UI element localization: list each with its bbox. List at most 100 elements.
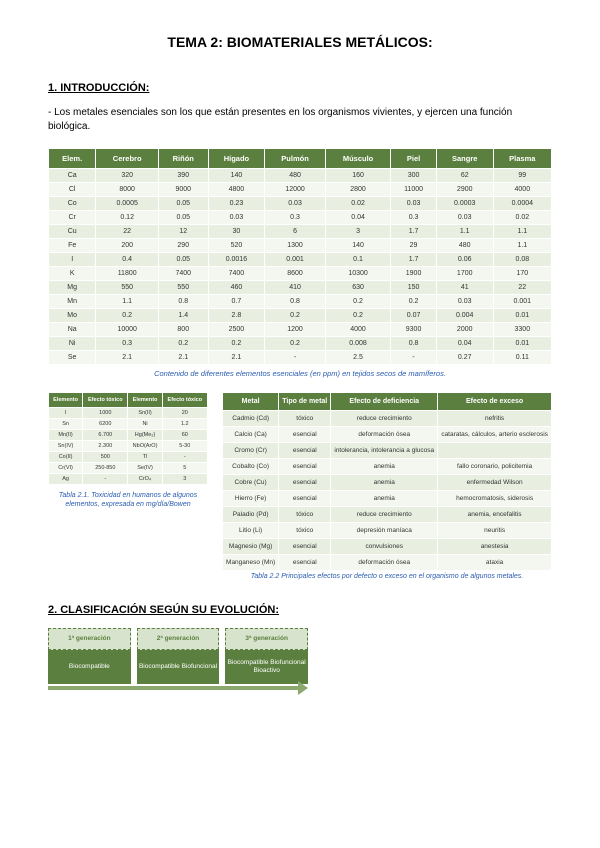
table-cell: Ni	[49, 337, 96, 351]
table-cell: 160	[325, 169, 391, 183]
table-cell: 0.27	[436, 351, 493, 365]
table-header: Piel	[391, 149, 436, 169]
table-cell: 7400	[208, 267, 265, 281]
table-row: Mn1.10.80.70.80.20.20.030.001	[49, 295, 552, 309]
table-cell: Ni	[128, 419, 162, 430]
table-cell: 60	[162, 430, 207, 441]
section-1-heading: 1. INTRODUCCIÓN:	[48, 82, 552, 94]
table-cell: 0.0016	[208, 253, 265, 267]
table-cell: hemocromatosis, siderosis	[438, 491, 552, 507]
table-cell: Cl	[49, 183, 96, 197]
table-cell: K	[49, 267, 96, 281]
table-cell: anemia	[331, 475, 438, 491]
table-cell: 4000	[325, 323, 391, 337]
table-cell: 300	[391, 169, 436, 183]
table-cell: 9000	[159, 183, 209, 197]
table-cell: 8600	[265, 267, 325, 281]
table-cell: 1.2	[162, 419, 207, 430]
table-cell: -	[162, 452, 207, 463]
evolution-arrow	[48, 682, 308, 694]
table-row: Paladio (Pd)tóxicoreduce crecimientoanem…	[223, 507, 552, 523]
table-cell: 170	[493, 267, 551, 281]
table-cell: 460	[208, 281, 265, 295]
table-cell: 0.03	[436, 211, 493, 225]
table-cell: 0.8	[159, 295, 209, 309]
table-cell: 1.1	[96, 295, 159, 309]
table-cell: 0.02	[493, 211, 551, 225]
table-row: K118007400740086001030019001700170	[49, 267, 552, 281]
table-cell: nefritis	[438, 411, 552, 427]
table-cell: 2.5	[325, 351, 391, 365]
table-cell: 0.008	[325, 337, 391, 351]
section-2-heading: 2. CLASIFICACIÓN SEGÚN SU EVOLUCIÓN:	[48, 604, 552, 616]
table-row: Cl8000900048001200028001100029004000	[49, 183, 552, 197]
table-cell: esencial	[279, 491, 331, 507]
table-cell: 0.12	[96, 211, 159, 225]
table-cell: 2.300	[83, 441, 128, 452]
table-cell: 0.08	[493, 253, 551, 267]
table-cell: I	[49, 253, 96, 267]
table-cell: 320	[96, 169, 159, 183]
table-cell: Mg	[49, 281, 96, 295]
table-row: Fe2002905201300140294801.1	[49, 239, 552, 253]
table-cell: 0.0003	[436, 197, 493, 211]
table-cell: 1300	[265, 239, 325, 253]
table-cell: 0.05	[159, 211, 209, 225]
table-cell: 1700	[436, 267, 493, 281]
table-cell: 99	[493, 169, 551, 183]
table-cell: 12	[159, 225, 209, 239]
table-cell: enfermedad Wilson	[438, 475, 552, 491]
table-row: Magnesio (Mg)esencialconvulsionesanestes…	[223, 539, 552, 555]
table-cell: Fe	[49, 239, 96, 253]
table-cell: depresión maníaca	[331, 523, 438, 539]
table-cell: 0.3	[265, 211, 325, 225]
table-cell: 150	[391, 281, 436, 295]
table-cell: Cr	[49, 211, 96, 225]
table-header: Efecto tóxico	[162, 393, 207, 408]
generation-row: 1ª generaciónBiocompatible2ª generaciónB…	[48, 628, 308, 684]
table-cell: 1.7	[391, 253, 436, 267]
table-cell: Mn(II)	[49, 430, 83, 441]
table-cell: deformación ósea	[331, 427, 438, 443]
table-cell: 0.3	[391, 211, 436, 225]
table-cell: 0.05	[159, 253, 209, 267]
table-row: Cadmio (Cd)tóxicoreduce crecimientonefri…	[223, 411, 552, 427]
table-row: Hierro (Fe)esencialanemiahemocromatosis,…	[223, 491, 552, 507]
table-row: Na10000800250012004000930020003300	[49, 323, 552, 337]
table-cell: 0.03	[436, 295, 493, 309]
table-cell: Ag	[49, 474, 83, 485]
table-row: Sn(IV)2.300NbO(ArO)5-30	[49, 441, 208, 452]
table-cell: 2.8	[208, 309, 265, 323]
table-row: Cr(VI)250-850Se(IV)5	[49, 463, 208, 474]
table-cell: 1.7	[391, 225, 436, 239]
generation-box: 1ª generaciónBiocompatible	[48, 628, 131, 684]
table-cell: 1200	[265, 323, 325, 337]
table-cell: 0.2	[325, 295, 391, 309]
table-cell: 0.001	[265, 253, 325, 267]
table-cell: Se(IV)	[128, 463, 162, 474]
table-cell: Co	[49, 197, 96, 211]
table-cell	[438, 443, 552, 459]
table-header: Sangre	[436, 149, 493, 169]
table-cell: 520	[208, 239, 265, 253]
table-cell: 22	[96, 225, 159, 239]
table-header: Efecto tóxico	[83, 393, 128, 408]
table-row: Cobre (Cu)esencialanemiaenfermedad Wilso…	[223, 475, 552, 491]
table-cell: 9300	[391, 323, 436, 337]
table-cell: 3300	[493, 323, 551, 337]
table-row: I1000Sn(II)20	[49, 408, 208, 419]
table-cell: 290	[159, 239, 209, 253]
generation-box: 2ª generaciónBiocompatible Biofuncional	[137, 628, 220, 684]
table-cell: 7400	[159, 267, 209, 281]
table-cell: 10000	[96, 323, 159, 337]
table-cell: 550	[96, 281, 159, 295]
table-cell: reduce crecimiento	[331, 411, 438, 427]
generation-box: 3ª generaciónBiocompatible Biofuncional …	[225, 628, 308, 684]
table-row: Ag-CrO₄3	[49, 474, 208, 485]
table-row: Calcio (Ca)esencialdeformación óseacatar…	[223, 427, 552, 443]
table-cell: -	[265, 351, 325, 365]
generation-label: 1ª generación	[48, 628, 131, 650]
table-header: Pulmón	[265, 149, 325, 169]
table-header: Efecto de exceso	[438, 393, 552, 411]
table-cell: 1.1	[493, 225, 551, 239]
